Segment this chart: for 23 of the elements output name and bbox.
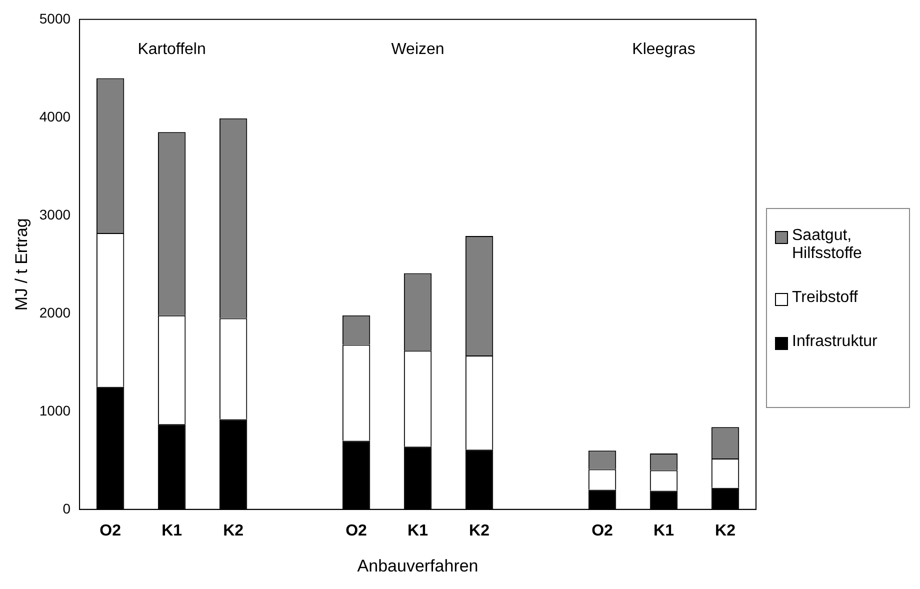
y-tick-label: 0: [62, 500, 71, 516]
y-tick-label: 2000: [39, 304, 71, 320]
y-tick-label: 4000: [39, 108, 71, 124]
x-tick-label: K1: [162, 522, 182, 540]
x-tick-label: K2: [223, 522, 244, 540]
annotation: Kleegras: [632, 40, 696, 58]
x-tick-label: O2: [592, 522, 614, 540]
y-axis-title: MJ / t Ertrag: [12, 218, 31, 311]
x-tick-label: K2: [715, 522, 736, 540]
x-axis-title: Anbauverfahren: [357, 556, 478, 576]
x-tick-label: O2: [100, 522, 122, 540]
x-tick-label: K2: [469, 522, 490, 540]
y-tick-label: 1000: [39, 402, 71, 418]
x-tick-label: K1: [654, 522, 674, 540]
annotation: Kartoffeln: [138, 40, 206, 58]
x-tick-label: K1: [408, 522, 428, 540]
legend-label: Treibstoff: [792, 289, 858, 307]
legend-label: Saatgut, Hilfsstoffe: [792, 227, 863, 263]
x-tick-label: O2: [346, 522, 368, 540]
y-tick-label: 3000: [39, 206, 71, 222]
y-tick-label: 5000: [39, 10, 71, 26]
annotation: Weizen: [391, 40, 444, 58]
legend-label: Infrastruktur: [792, 333, 878, 351]
